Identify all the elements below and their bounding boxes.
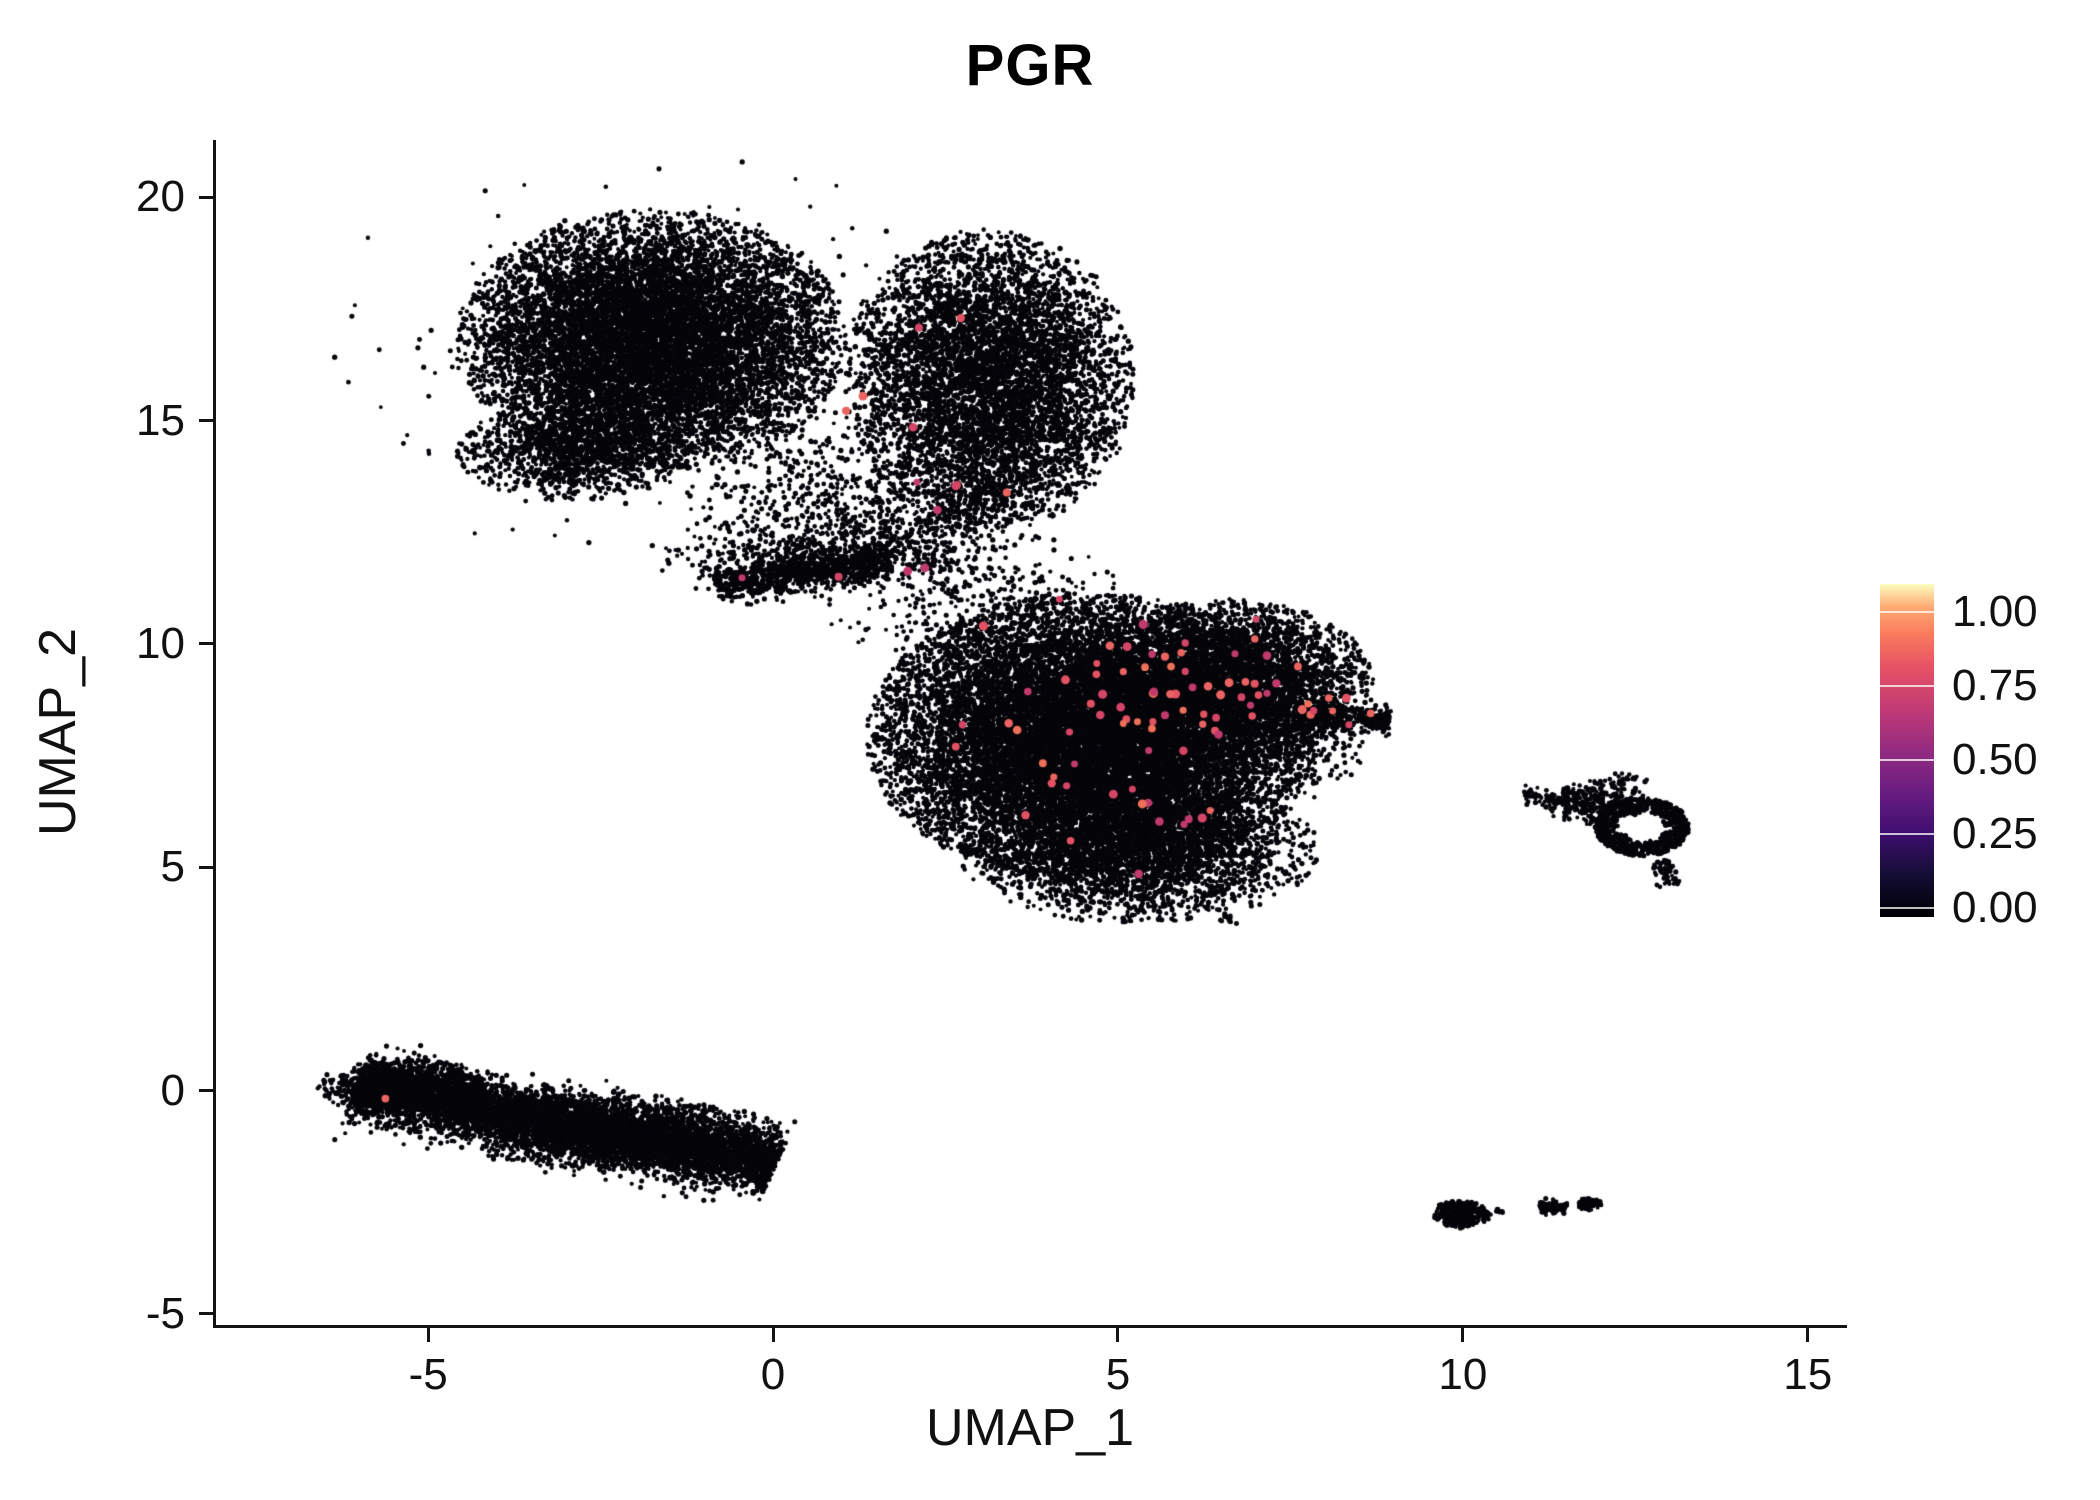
x-tick-mark (1116, 1328, 1120, 1342)
x-axis-label: UMAP_1 (925, 1399, 1135, 1457)
plot-title: PGR (965, 33, 1095, 98)
y-axis-label: UMAP_2 (29, 627, 87, 837)
colorbar-tick-label: 0.50 (1952, 735, 2038, 784)
x-tick-label: 0 (760, 1350, 786, 1399)
colorbar-tick-label: 0.75 (1952, 661, 2038, 710)
y-tick-label: 15 (136, 395, 185, 445)
colorbar-tick-label: 1.00 (1952, 587, 2038, 636)
y-tick-mark (199, 195, 213, 199)
x-axis-line (213, 1325, 1847, 1328)
colorbar-tick-mark (1880, 833, 1934, 835)
x-tick-mark (1461, 1328, 1465, 1342)
colorbar-gradient (1880, 584, 1934, 917)
y-tick-mark (199, 1312, 213, 1316)
x-tick-mark (771, 1328, 775, 1342)
x-tick-mark (1806, 1328, 1810, 1342)
x-tick-label: 5 (1105, 1350, 1131, 1399)
y-tick-mark (199, 865, 213, 869)
colorbar-legend: 1.00 0.75 0.50 0.25 0.00 (1880, 584, 2100, 932)
colorbar-tick-mark (1880, 759, 1934, 761)
y-tick-label: 20 (136, 172, 185, 222)
colorbar-tick-mark (1880, 907, 1934, 909)
x-tick-label: 15 (1783, 1350, 1833, 1399)
colorbar-tick-mark (1880, 685, 1934, 687)
x-tick-mark (426, 1328, 430, 1342)
colorbar-tick-mark (1880, 611, 1934, 613)
y-tick-label: 5 (160, 842, 185, 892)
y-tick-label: 0 (160, 1065, 185, 1115)
colorbar-tick-label: 0.25 (1952, 809, 2038, 858)
x-tick-label: 10 (1438, 1350, 1488, 1399)
y-tick-label: 10 (136, 618, 185, 668)
y-tick-mark (199, 419, 213, 422)
y-tick-mark (199, 1089, 213, 1092)
y-tick-label: -5 (145, 1288, 185, 1338)
colorbar-tick-label: 0.00 (1952, 883, 2038, 932)
x-tick-label: -5 (408, 1350, 448, 1399)
y-tick-mark (199, 642, 213, 646)
y-axis-line (213, 140, 216, 1328)
